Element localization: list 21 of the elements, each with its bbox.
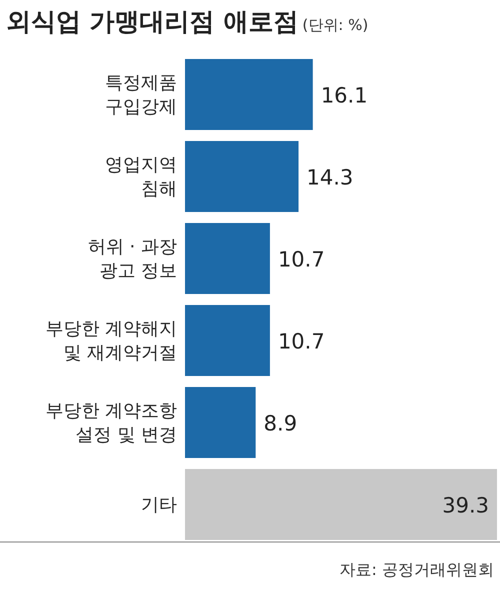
data-label: 8.9 xyxy=(264,412,298,436)
bar xyxy=(185,305,270,376)
data-label: 14.3 xyxy=(306,166,354,190)
chart-subtitle: (단위: %) xyxy=(302,16,368,34)
chart-title: 외식업 가맹대리점 애로점 xyxy=(6,7,298,36)
data-label: 39.3 xyxy=(442,494,489,518)
bar xyxy=(185,141,299,212)
y-tick-label: 부당한 계약조항 설정 및 변경 xyxy=(45,400,177,446)
text: 자료: 공정거래위원회 xyxy=(340,560,494,579)
y-tick-label: 허위 · 과장 광고 정보 xyxy=(88,236,177,282)
y-tick-label: 특정제품 구입강제 xyxy=(105,72,177,118)
data-label: 16.1 xyxy=(320,84,368,108)
data-label: 10.7 xyxy=(278,330,325,354)
bar xyxy=(185,387,256,458)
y-tick-label: 영업지역 침해 xyxy=(105,154,177,200)
bar xyxy=(185,223,270,294)
bar xyxy=(185,59,313,130)
y-tick-label: 기타 xyxy=(141,494,177,516)
y-tick-label: 부당한 계약해지 및 재계약거절 xyxy=(45,318,177,364)
bar xyxy=(185,469,497,540)
data-label: 10.7 xyxy=(278,248,325,272)
